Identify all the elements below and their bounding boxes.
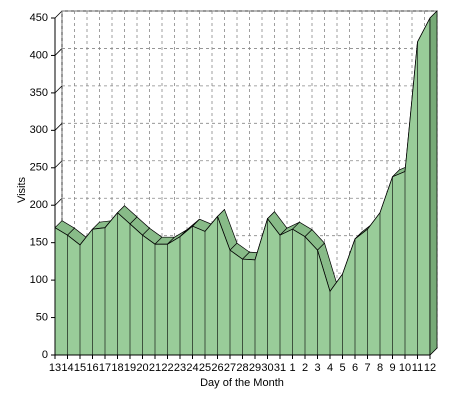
y-tick-label: 50	[36, 311, 48, 323]
y-tick-label: 0	[42, 349, 48, 361]
x-tick-label: 10	[399, 362, 411, 374]
x-tick-label: 23	[174, 362, 186, 374]
x-tick-label: 1	[289, 362, 295, 374]
y-tick-label: 300	[30, 124, 48, 136]
y-tick-depth	[54, 197, 63, 206]
y-tick-depth	[54, 48, 63, 56]
x-tick-label: 24	[186, 362, 198, 374]
x-tick-label: 31	[274, 362, 286, 374]
x-tick-label: 12	[424, 362, 436, 374]
x-tick-label: 18	[111, 362, 123, 374]
x-tick-label: 14	[61, 362, 73, 374]
y-tick-label: 400	[30, 49, 48, 61]
x-tick-label: 21	[149, 362, 161, 374]
x-tick-label: 27	[224, 362, 236, 374]
x-tick-label: 2	[302, 362, 308, 374]
x-tick-label: 17	[99, 362, 111, 374]
area	[54, 17, 431, 356]
y-axis-title: Visits	[16, 176, 28, 203]
x-axis-title: Day of the Month	[200, 377, 284, 389]
x-tick-label: 8	[377, 362, 383, 374]
y-tick-label: 100	[30, 274, 48, 286]
y-tick-depth	[54, 160, 63, 169]
x-tick-label: 22	[161, 362, 173, 374]
y-tick-depth	[54, 85, 63, 94]
x-tick-label: 15	[74, 362, 86, 374]
x-tick-label: 25	[199, 362, 211, 374]
y-tick-label: 200	[30, 199, 48, 211]
y-tick-depth	[54, 10, 63, 19]
x-tick-label: 29	[249, 362, 261, 374]
y-tick-label: 350	[30, 87, 48, 99]
x-tick-label: 6	[352, 362, 358, 374]
x-tick-label: 3	[314, 362, 320, 374]
x-tick-label: 20	[136, 362, 148, 374]
x-tick-label: 5	[339, 362, 345, 374]
x-tick-label: 19	[124, 362, 136, 374]
x-tick-label: 28	[236, 362, 248, 374]
y-tick-label: 150	[30, 237, 48, 249]
x-tick-label: 30	[261, 362, 273, 374]
y-tick-label: 250	[30, 162, 48, 174]
x-tick-label: 16	[86, 362, 98, 374]
y-tick-depth	[54, 123, 63, 131]
area-end	[429, 10, 438, 356]
x-tick-label: 11	[412, 362, 423, 374]
x-tick-label: 26	[211, 362, 223, 374]
x-tick-label: 13	[49, 362, 61, 374]
y-tick-label: 450	[30, 12, 48, 24]
x-tick-label: 4	[327, 362, 333, 374]
x-tick-label: 9	[389, 362, 395, 374]
x-tick-label: 7	[364, 362, 370, 374]
